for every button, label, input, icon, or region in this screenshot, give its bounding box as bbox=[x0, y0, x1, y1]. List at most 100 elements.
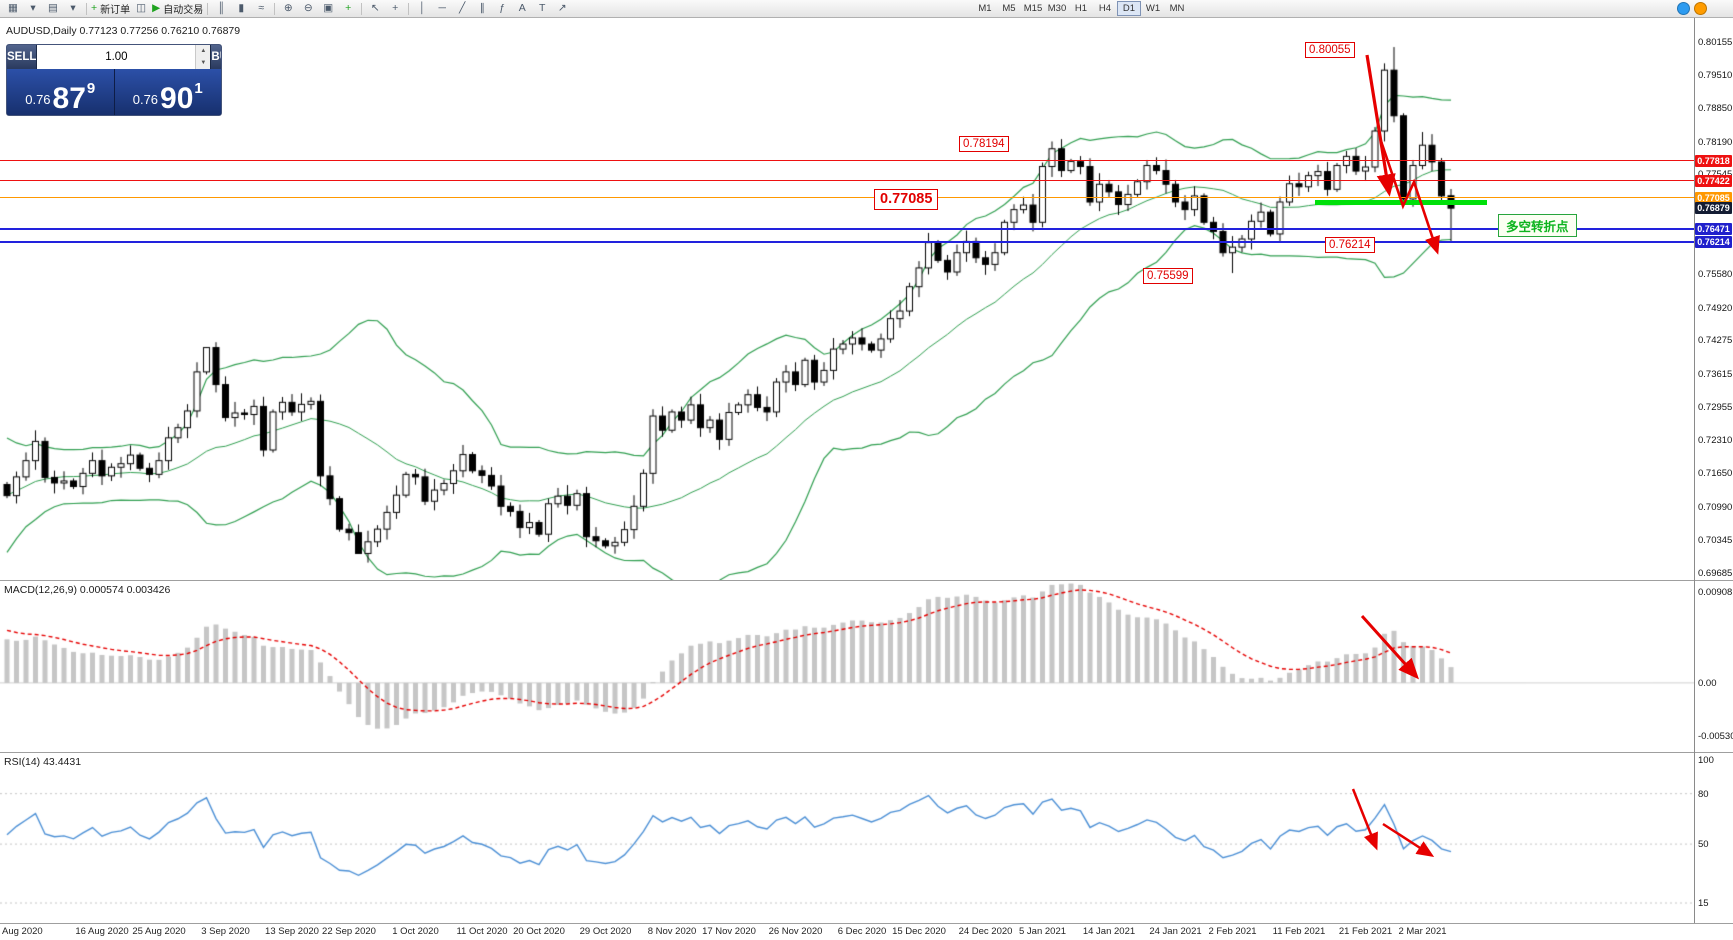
main-chart-canvas[interactable] bbox=[0, 0, 1694, 580]
zoom-out-icon-glyph: ⊖ bbox=[303, 2, 313, 15]
arrows-tool-icon-glyph: ↗ bbox=[557, 2, 567, 15]
buy-button[interactable]: BUY bbox=[211, 45, 221, 69]
tile-windows-icon-glyph: ▣ bbox=[323, 2, 334, 15]
chart-line-icon[interactable]: ≈ bbox=[252, 1, 270, 16]
cursor-icon[interactable]: ↖ bbox=[366, 1, 384, 16]
macd-panel-divider[interactable] bbox=[0, 580, 1733, 581]
date-axis-label: 16 Aug 2020 bbox=[75, 926, 129, 937]
price-callout[interactable]: 0.78194 bbox=[959, 136, 1009, 152]
timeframe-H4[interactable]: H4 bbox=[1098, 3, 1112, 14]
price-callout[interactable]: 0.75599 bbox=[1143, 268, 1193, 284]
new-chart-icon[interactable]: ▦ bbox=[4, 1, 22, 16]
ask-pip-digit: 1 bbox=[194, 80, 203, 97]
price-callout[interactable]: 0.80055 bbox=[1305, 42, 1355, 58]
note-box[interactable]: 多空转折点 bbox=[1498, 214, 1577, 237]
price-axis-tick: 0.79510 bbox=[1698, 69, 1733, 81]
chart-candles-icon[interactable]: ▮ bbox=[232, 1, 250, 16]
new-order-button[interactable]: + 新订单 bbox=[91, 1, 130, 16]
price-axis-tick: 0.74275 bbox=[1698, 335, 1733, 347]
date-axis-label: 29 Oct 2020 bbox=[579, 926, 632, 937]
vertical-line-icon-glyph: │ bbox=[418, 2, 426, 15]
axis-price-tag: 0.76214 bbox=[1695, 235, 1732, 248]
horizontal-line-icon-glyph: ─ bbox=[438, 2, 446, 15]
text-icon[interactable]: A bbox=[513, 1, 531, 16]
horizontal-level-line[interactable] bbox=[0, 196, 1694, 199]
bid-prefix: 0.76 bbox=[25, 92, 51, 107]
fibonacci-icon[interactable]: ƒ bbox=[493, 1, 511, 16]
timeframe-MN[interactable]: MN bbox=[1169, 3, 1185, 14]
horizontal-level-line[interactable] bbox=[0, 228, 1694, 230]
crosshair-icon[interactable]: + bbox=[386, 1, 404, 16]
community-button[interactable] bbox=[1677, 2, 1690, 15]
promo-button[interactable] bbox=[1694, 2, 1707, 15]
date-axis-label: Aug 2020 bbox=[2, 926, 43, 937]
support-zone-band[interactable] bbox=[1315, 199, 1487, 206]
bid-price-pane[interactable]: 0.76 87 9 bbox=[7, 69, 114, 115]
date-axis-label: 6 Dec 2020 bbox=[837, 926, 887, 937]
profiles-icon[interactable]: ▤ bbox=[44, 1, 62, 16]
timeframe-H1[interactable]: H1 bbox=[1074, 3, 1088, 14]
price-callout[interactable]: 0.77085 bbox=[874, 189, 939, 210]
metaeditor-icon[interactable]: ◫ bbox=[132, 1, 150, 16]
horizontal-line-icon[interactable]: ─ bbox=[433, 1, 451, 16]
zoom-out-icon[interactable]: ⊖ bbox=[299, 1, 317, 16]
timeframe-M30[interactable]: M30 bbox=[1047, 3, 1067, 14]
rsi-panel-divider[interactable] bbox=[0, 752, 1733, 753]
bid-big-digits: 87 bbox=[52, 81, 86, 115]
new-chart-dropdown-icon-glyph: ▾ bbox=[30, 2, 36, 15]
profiles-icon-glyph: ▤ bbox=[48, 2, 58, 15]
text-icon-glyph: A bbox=[518, 2, 526, 15]
label-icon[interactable]: T bbox=[533, 1, 551, 16]
new-chart-dropdown-icon[interactable]: ▾ bbox=[24, 1, 42, 16]
profiles-dropdown-icon[interactable]: ▾ bbox=[64, 1, 82, 16]
chart-bars-icon[interactable]: ║ bbox=[212, 1, 230, 16]
volume-box: ▲ ▼ bbox=[36, 45, 212, 69]
toolbar: ▦ ▾ ▤ ▾ + 新订单 ◫ ▶ 自动交易 ║ ▮ ≈ ⊕ ⊖ ▣ + ↖ + │ ─ ╱ ∥ ƒ A T ↗ bbox=[0, 0, 1733, 18]
sell-button[interactable]: SELL bbox=[7, 45, 37, 69]
timeframe-D1[interactable]: D1 bbox=[1117, 1, 1141, 16]
autotrading-button[interactable]: ▶ 自动交易 bbox=[152, 1, 203, 16]
volume-down-icon[interactable]: ▼ bbox=[196, 57, 211, 69]
price-axis-border[interactable] bbox=[1694, 18, 1695, 923]
trendline-icon-glyph: ╱ bbox=[459, 2, 466, 15]
axis-price-tag: 0.77818 bbox=[1695, 154, 1732, 167]
trendline-icon[interactable]: ╱ bbox=[453, 1, 471, 16]
axis-price-tag: 0.76471 bbox=[1695, 222, 1732, 235]
channel-icon[interactable]: ∥ bbox=[473, 1, 491, 16]
price-callout[interactable]: 0.76214 bbox=[1325, 237, 1375, 253]
timeframe-M1[interactable]: M1 bbox=[978, 3, 992, 14]
date-axis-label: 17 Nov 2020 bbox=[702, 926, 756, 937]
volume-up-icon[interactable]: ▲ bbox=[196, 45, 211, 57]
tile-windows-icon[interactable]: ▣ bbox=[319, 1, 337, 16]
rsi-canvas[interactable] bbox=[0, 753, 1694, 923]
timeframe-W1[interactable]: W1 bbox=[1145, 3, 1161, 14]
date-axis-label: 22 Sep 2020 bbox=[322, 926, 376, 937]
new-chart-icon-glyph: ▦ bbox=[8, 2, 18, 15]
toolbar-separator bbox=[274, 2, 276, 15]
date-axis-label: 1 Oct 2020 bbox=[392, 926, 439, 937]
toolbar-separator bbox=[361, 2, 363, 15]
date-axis-label: 15 Dec 2020 bbox=[892, 926, 946, 937]
zoom-in-icon[interactable]: ⊕ bbox=[279, 1, 297, 16]
label-icon-glyph: T bbox=[539, 2, 546, 15]
vertical-line-icon[interactable]: │ bbox=[413, 1, 431, 16]
toolbar-separator bbox=[207, 2, 209, 15]
indicators-icon[interactable]: + bbox=[339, 1, 357, 16]
ask-price-pane[interactable]: 0.76 90 1 bbox=[114, 69, 221, 115]
rsi-scale-label: 15 bbox=[1698, 898, 1709, 909]
macd-canvas[interactable] bbox=[0, 581, 1694, 752]
horizontal-level-line[interactable] bbox=[0, 159, 1694, 162]
timeframe-M15[interactable]: M15 bbox=[1023, 3, 1043, 14]
price-axis-tick: 0.78190 bbox=[1698, 136, 1733, 148]
price-axis-tick: 0.72955 bbox=[1698, 402, 1733, 414]
arrows-tool-icon[interactable]: ↗ bbox=[553, 1, 571, 16]
profiles-dropdown-icon-glyph: ▾ bbox=[70, 2, 76, 15]
macd-scale-label: 0.009081 bbox=[1698, 587, 1733, 598]
volume-input[interactable] bbox=[37, 45, 196, 69]
date-axis-label: 3 Sep 2020 bbox=[201, 926, 250, 937]
horizontal-level-line[interactable] bbox=[0, 179, 1694, 182]
horizontal-level-line[interactable] bbox=[0, 241, 1694, 243]
date-axis-label: 25 Aug 2020 bbox=[132, 926, 186, 937]
date-axis-divider bbox=[0, 923, 1733, 924]
timeframe-M5[interactable]: M5 bbox=[1002, 3, 1016, 14]
